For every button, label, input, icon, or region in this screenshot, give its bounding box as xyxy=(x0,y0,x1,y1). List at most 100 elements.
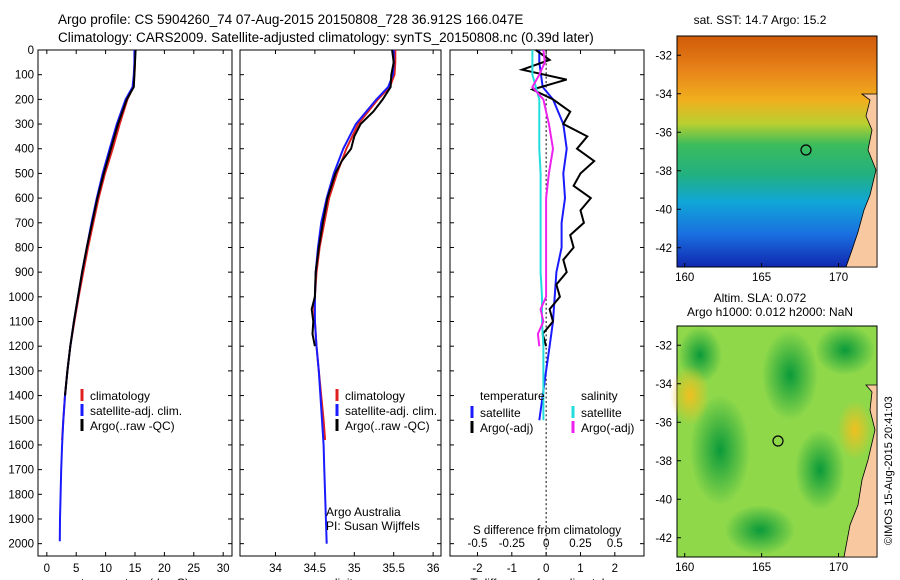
depth-tick-label: 800 xyxy=(15,242,34,254)
argo-position-marker xyxy=(800,144,812,156)
map-y-tick-label: -38 xyxy=(655,456,672,468)
map-x-tick-label: 170 xyxy=(829,562,848,574)
sla-map-subtitle: Argo h1000: 0.012 h2000: NaN xyxy=(687,305,853,319)
x-tick-label: 1 xyxy=(577,563,583,575)
sst-map-title: sat. SST: 14.7 Argo: 15.2 xyxy=(694,13,827,27)
depth-tick-label: 1400 xyxy=(8,391,34,403)
depth-tick-label: 1000 xyxy=(8,292,34,304)
sst-map-axes: 160 165 170 -32 -34 -36 -38 -40 -42 xyxy=(655,50,848,284)
depth-tick-label: 1700 xyxy=(8,465,34,477)
plot-frame xyxy=(37,49,233,557)
series-line xyxy=(531,50,545,421)
legend-label: Argo(..raw -QC) xyxy=(90,419,175,433)
s-tick-label: 0.25 xyxy=(569,538,591,550)
sst-map xyxy=(676,35,878,268)
s-tick-label: -0.25 xyxy=(499,538,525,550)
x-tick-label: 2 xyxy=(612,563,618,575)
s-tick-label: 0.5 xyxy=(607,538,623,550)
series-line xyxy=(64,49,137,396)
plot-frame xyxy=(449,49,645,557)
map-y-tick-label: -32 xyxy=(655,50,672,62)
depth-tick-label: 1900 xyxy=(8,514,34,526)
map-y-tick-label: -34 xyxy=(655,379,672,391)
legend-label: climatology xyxy=(345,389,405,403)
map-y-tick-label: -38 xyxy=(655,166,672,178)
legend-label: satellite-adj. clim. xyxy=(345,404,437,418)
watermark: ©IMOS 15-Aug-2015 20:41:03 xyxy=(883,396,895,545)
x-tick-label: 0 xyxy=(543,563,549,575)
depth-tick-label: 600 xyxy=(15,193,34,205)
x-tick-label: 0 xyxy=(44,563,50,575)
x-tick-label: 25 xyxy=(187,563,200,575)
legend-label: Argo(-adj) xyxy=(480,421,533,435)
depth-tick-label: 0 xyxy=(28,45,34,57)
s-tick-label: -0.5 xyxy=(468,538,488,550)
map-y-tick-label: -42 xyxy=(655,533,672,545)
argo-position-marker-sla xyxy=(772,435,784,447)
x-tick-label: 20 xyxy=(158,563,171,575)
depth-tick-label: 700 xyxy=(15,218,34,230)
legend-group-title: temperature xyxy=(480,389,545,403)
x-tick-label: 36 xyxy=(427,563,440,575)
depth-tick-label: 1100 xyxy=(9,317,34,329)
map-y-tick-label: -36 xyxy=(655,417,672,429)
x-tick-label: 34 xyxy=(269,563,282,575)
plot-frame xyxy=(239,49,442,557)
x-tick-label: 10 xyxy=(99,563,112,575)
map-x-tick-label: 160 xyxy=(675,562,694,574)
x-tick-label: 5 xyxy=(73,563,79,575)
x-tick-label: 35.5 xyxy=(383,563,405,575)
difference-panel: -2 -1 0 1 2T difference from climatology -0.5… xyxy=(449,49,645,580)
map-x-tick-label: 160 xyxy=(675,272,694,284)
map-y-tick-label: -40 xyxy=(655,204,672,216)
depth-tick-label: 1300 xyxy=(8,366,34,378)
legend-label: Argo(-adj) xyxy=(581,421,634,435)
series-line xyxy=(310,49,395,347)
depth-tick-label: 400 xyxy=(15,144,34,156)
sla-map-axes: 160 165 170 -32 -34 -36 -38 -40 -42 xyxy=(655,340,848,574)
x-tick-label: 30 xyxy=(217,563,230,575)
legend-label: climatology xyxy=(90,389,150,403)
x-tick-label: -1 xyxy=(507,563,517,575)
depth-tick-label: 300 xyxy=(15,119,34,131)
figure-title-line2: Climatology: CARS2009. Satellite-adjuste… xyxy=(58,30,594,45)
map-x-tick-label: 165 xyxy=(752,562,771,574)
depth-tick-label: 500 xyxy=(15,168,34,180)
map-y-tick-label: -34 xyxy=(655,89,672,101)
depth-tick-label: 1500 xyxy=(8,415,34,427)
annotation-text: PI: Susan Wijffels xyxy=(326,519,420,533)
x-axis-label: temperature (deg C) xyxy=(81,576,189,580)
map-y-tick-label: -40 xyxy=(655,494,672,506)
sla-map-title: Altim. SLA: 0.072 xyxy=(714,291,807,305)
map-x-tick-label: 170 xyxy=(829,272,848,284)
legend-group-title: salinity xyxy=(581,389,618,403)
figure-title-line1: Argo profile: CS 5904260_74 07-Aug-2015 … xyxy=(58,12,523,27)
x-axis-label: T difference from climatology xyxy=(470,576,624,580)
legend-label: satellite-adj. clim. xyxy=(90,404,182,418)
salinity-panel: 34 34.5 35 35.5 36 salinity climatologysatelli… xyxy=(239,49,442,580)
x-tick-label: -2 xyxy=(472,563,482,575)
depth-tick-label: 100 xyxy=(15,70,34,82)
depth-tick-label: 1600 xyxy=(8,440,34,452)
x-tick-label: 34.5 xyxy=(304,563,326,575)
x-tick-label: 15 xyxy=(129,563,142,575)
sla-map xyxy=(670,325,878,558)
x-axis-label: salinity xyxy=(322,576,359,580)
temperature-panel: 0100200300400500600700800900100011001200… xyxy=(8,45,233,580)
x-tick-label: 35 xyxy=(348,563,361,575)
map-x-tick-label: 165 xyxy=(752,272,771,284)
legend-label: satellite xyxy=(480,406,521,420)
s-tick-label: 0 xyxy=(543,538,549,550)
depth-tick-label: 1800 xyxy=(8,489,34,501)
legend-label: Argo(..raw -QC) xyxy=(345,419,430,433)
depth-tick-label: 200 xyxy=(15,94,34,106)
map-y-tick-label: -32 xyxy=(655,340,672,352)
series-line xyxy=(538,50,568,421)
series-line xyxy=(531,49,555,347)
s-axis-label: S difference from climatology xyxy=(473,525,621,537)
legend-label: satellite xyxy=(581,406,622,420)
annotation-text: Argo Australia xyxy=(326,505,401,519)
depth-tick-label: 900 xyxy=(15,267,34,279)
depth-tick-label: 1200 xyxy=(8,341,34,353)
